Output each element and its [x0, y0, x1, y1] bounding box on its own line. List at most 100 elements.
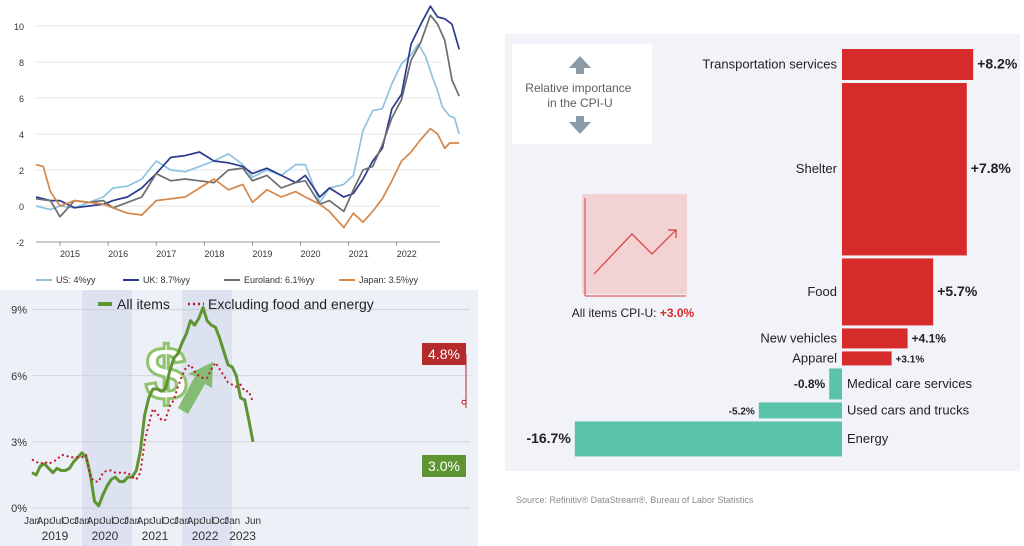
bar [842, 258, 934, 326]
x-tick-label: Jul [201, 516, 214, 527]
x-year-label: 2022 [192, 529, 219, 543]
cpi-components-chart: Relative importance in the CPI-U All ite… [505, 34, 1020, 471]
y-tick-label: 3% [11, 437, 27, 449]
year-bands [32, 290, 258, 546]
year-band [132, 290, 183, 546]
bar [842, 328, 908, 349]
series-line [31, 306, 255, 508]
x-tick-label: Oct [162, 516, 178, 527]
bar-value-label: +4.1% [912, 331, 947, 345]
legend-label: All items [117, 296, 170, 312]
x-tick-label: Jul [51, 516, 64, 527]
x-tick-label: Oct [62, 516, 78, 527]
legend-label: Excluding food and energy [208, 296, 374, 312]
x-tick-label: Jul [151, 516, 164, 527]
inset-caption: All items CPI-U: +3.0% [572, 306, 695, 320]
bar-category-label: Apparel [792, 350, 837, 365]
series-line [35, 5, 461, 209]
bar [574, 421, 842, 457]
bar-value-label: +8.2% [977, 56, 1018, 72]
bar-category-label: Shelter [796, 161, 838, 176]
series-line [35, 127, 460, 229]
inset-chart-icon [582, 194, 687, 297]
x-tick-label: Oct [212, 516, 228, 527]
y-tick-label: 4 [19, 130, 24, 140]
bar-category-label: Used cars and trucks [847, 402, 970, 417]
annotation-box [422, 455, 466, 477]
axis-ticks: -2 0 2 4 6 8 10 2015 2016 2017 2018 2019 2020 2021 202… [14, 22, 417, 259]
y-tick-label: 10 [14, 22, 24, 32]
x-tick-label: Jan [124, 516, 140, 527]
x-tick-label: 2017 [156, 249, 176, 259]
bar [842, 49, 974, 80]
annotations: 4.8% 3.0% [422, 343, 467, 477]
y-tick-label: 9% [11, 305, 27, 317]
series-lines [35, 5, 461, 229]
bar [842, 351, 892, 366]
bar-category-label: Transportation services [702, 57, 837, 72]
x-tick-label: 2020 [301, 249, 321, 259]
annotation-label: 3.0% [428, 458, 460, 474]
bar-value-label: +5.7% [937, 283, 978, 299]
x-tick-label: Jun [245, 516, 261, 527]
annotation-dot [461, 399, 467, 405]
bar-value-label: +7.8% [971, 160, 1012, 176]
source-note: Source: Refinitiv® DataStream®, Bureau o… [516, 495, 754, 505]
x-tick-label: 2019 [252, 249, 272, 259]
x-tick-label: 2015 [60, 249, 80, 259]
x-tick-label: Jan [174, 516, 190, 527]
y-tick-label: 8 [19, 58, 24, 68]
y-tick-label: 0 [19, 202, 24, 212]
importance-label: Relative importance in the CPI-U [525, 81, 634, 110]
year-band [182, 290, 233, 546]
us-cpi-chart: All items Excluding food and energy $ 0%3… [0, 290, 478, 546]
legend: US: 4%yy UK: 8.7%yy Euroland: 6.1%yy Japan:… [36, 275, 419, 285]
y-tick-label: 0% [11, 503, 27, 515]
bar-value-label: -5.2% [729, 406, 755, 417]
y-tick-label: 6% [11, 371, 27, 383]
x-tick-label: Apr [187, 516, 203, 527]
x-tick-label: 2018 [204, 249, 224, 259]
grid [32, 309, 470, 509]
annotation-label: 4.8% [428, 346, 460, 362]
x-year-label: 2019 [42, 529, 69, 543]
x-tick-label: Jul [101, 516, 114, 527]
legend-label: Japan: 3.5%yy [359, 275, 419, 285]
y-tick-label: 2 [19, 166, 24, 176]
y-tick-label: -2 [16, 238, 24, 248]
x-year-label: 2020 [92, 529, 119, 543]
bar [829, 368, 842, 400]
year-band [82, 290, 133, 546]
x-tick-label: Apr [137, 516, 153, 527]
x-tick-label: Apr [87, 516, 103, 527]
legend-label: Euroland: 6.1%yy [244, 275, 315, 285]
bar-value-label: +3.1% [896, 354, 925, 365]
legend-label: US: 4%yy [56, 275, 96, 285]
x-tick-label: Oct [112, 516, 128, 527]
bar [842, 83, 967, 256]
grid [36, 25, 440, 243]
series-line [35, 43, 461, 211]
bars: Transportation services +8.2% Shelter +7.8%… [526, 49, 1018, 457]
bar-category-label: Energy [847, 431, 889, 446]
x-tick-label: Jan [24, 516, 40, 527]
up-down-arrow-icon [569, 56, 591, 134]
bar-category-label: Food [807, 284, 837, 299]
x-tick-label: Apr [37, 516, 53, 527]
series-line [35, 14, 460, 218]
axis-ticks: 0%3%6%9%JanAprJulOctJanAprJulOctJanAprJu… [11, 305, 261, 543]
bar-value-label: -0.8% [794, 377, 826, 391]
annotation-box [422, 343, 466, 365]
x-tick-label: Jan [224, 516, 240, 527]
x-tick-label: 2016 [108, 249, 128, 259]
y-tick-label: 6 [19, 94, 24, 104]
legend: All items Excluding food and energy [98, 296, 374, 312]
global-inflation-chart: -2 0 2 4 6 8 10 2015 2016 2017 2018 2019 2020 2021 202… [14, 5, 461, 285]
x-tick-label: 2022 [397, 249, 417, 259]
legend-label: UK: 8.7%yy [143, 275, 191, 285]
bar-category-label: Medical care services [847, 376, 972, 391]
bar-category-label: New vehicles [760, 330, 837, 345]
series-lines [31, 306, 255, 508]
x-tick-label: Jan [74, 516, 90, 527]
bar [758, 402, 842, 419]
